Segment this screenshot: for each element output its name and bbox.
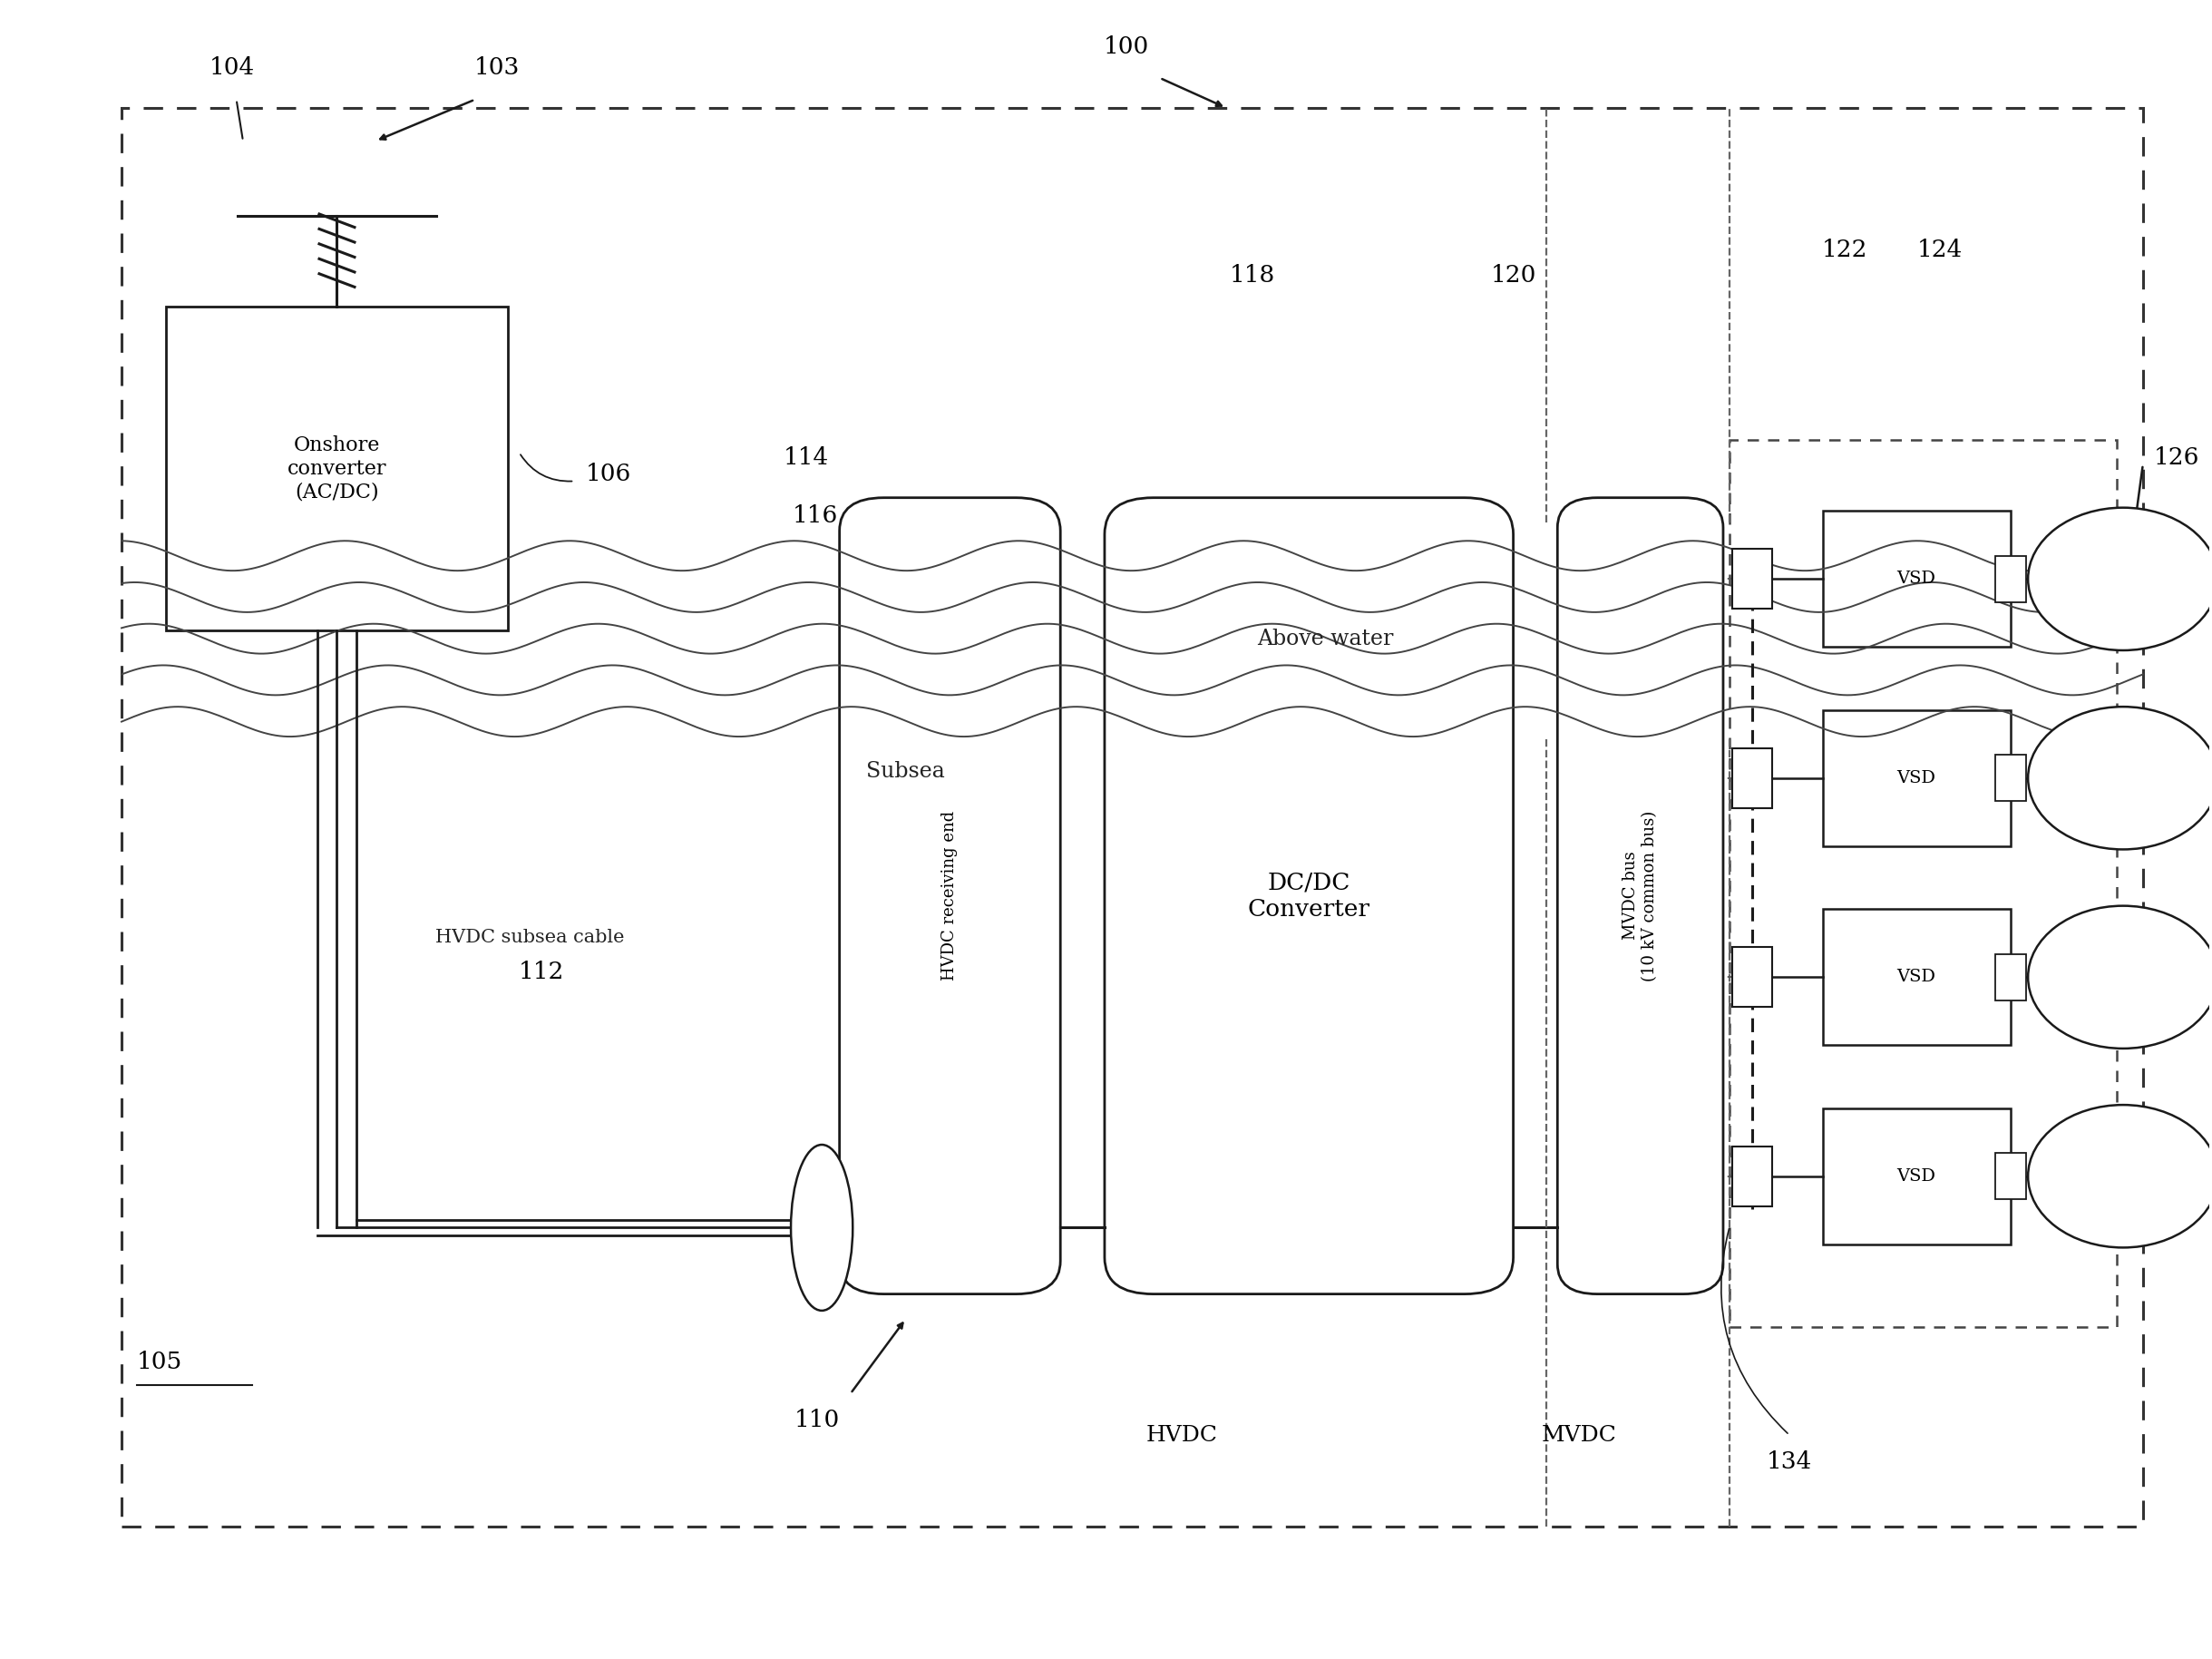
Text: 110: 110	[794, 1408, 841, 1432]
Text: 106: 106	[586, 463, 630, 486]
Text: Above water: Above water	[1256, 629, 1394, 649]
Text: HVDC subsea cable: HVDC subsea cable	[436, 929, 624, 946]
Bar	[1823, 1108, 2011, 1244]
Text: 105: 105	[137, 1350, 184, 1374]
Text: 100: 100	[1104, 35, 1150, 58]
Text: 103: 103	[473, 56, 520, 80]
Text: Onshore
converter
(AC/DC): Onshore converter (AC/DC)	[288, 436, 387, 501]
Bar	[1995, 556, 2026, 602]
Text: VSD: VSD	[1898, 770, 1936, 786]
FancyBboxPatch shape	[1557, 498, 1723, 1294]
Circle shape	[2028, 1105, 2212, 1248]
Ellipse shape	[792, 1145, 854, 1311]
Bar	[166, 307, 509, 630]
Text: 124: 124	[1918, 239, 1962, 262]
Text: DC/DC
Converter: DC/DC Converter	[1248, 871, 1369, 921]
Text: 114: 114	[783, 446, 830, 469]
Text: MVDC bus
(10 kV common bus): MVDC bus (10 kV common bus)	[1624, 811, 1659, 980]
Text: 102: 102	[2148, 587, 2192, 611]
Text: 112: 112	[518, 961, 564, 984]
Text: HVDC receiving end: HVDC receiving end	[942, 811, 958, 980]
Circle shape	[2028, 707, 2212, 849]
Text: 116: 116	[792, 504, 838, 528]
Text: VSD: VSD	[1898, 1168, 1936, 1185]
Text: VSD: VSD	[1898, 969, 1936, 985]
Bar	[1995, 954, 2026, 1000]
Text: Subsea: Subsea	[867, 761, 945, 781]
Text: 118: 118	[1230, 264, 1276, 287]
Bar	[1732, 947, 1772, 1007]
Circle shape	[2028, 508, 2212, 650]
Bar	[1732, 1146, 1772, 1206]
Text: VSD: VSD	[1898, 571, 1936, 587]
Text: 126: 126	[2154, 446, 2199, 469]
Bar	[1823, 511, 2011, 647]
Bar	[1732, 748, 1772, 808]
FancyBboxPatch shape	[841, 498, 1060, 1294]
Text: HVDC: HVDC	[1146, 1425, 1219, 1445]
Bar	[122, 108, 2143, 1526]
Text: Load: Load	[2104, 770, 2141, 786]
Bar	[1823, 710, 2011, 846]
FancyBboxPatch shape	[1104, 498, 1513, 1294]
Text: Load: Load	[2104, 969, 2141, 985]
Bar	[1732, 549, 1772, 609]
Text: 122: 122	[1823, 239, 1867, 262]
Text: 120: 120	[1491, 264, 1535, 287]
Text: 134: 134	[1767, 1450, 1812, 1473]
Bar	[1823, 909, 2011, 1045]
Text: Load: Load	[2104, 571, 2141, 587]
Bar	[1995, 755, 2026, 801]
Bar	[1730, 440, 2117, 1327]
Text: MVDC: MVDC	[1542, 1425, 1617, 1445]
Bar	[1995, 1153, 2026, 1199]
Circle shape	[2028, 906, 2212, 1048]
Text: Load: Load	[2104, 1168, 2141, 1185]
Text: 104: 104	[210, 56, 254, 80]
